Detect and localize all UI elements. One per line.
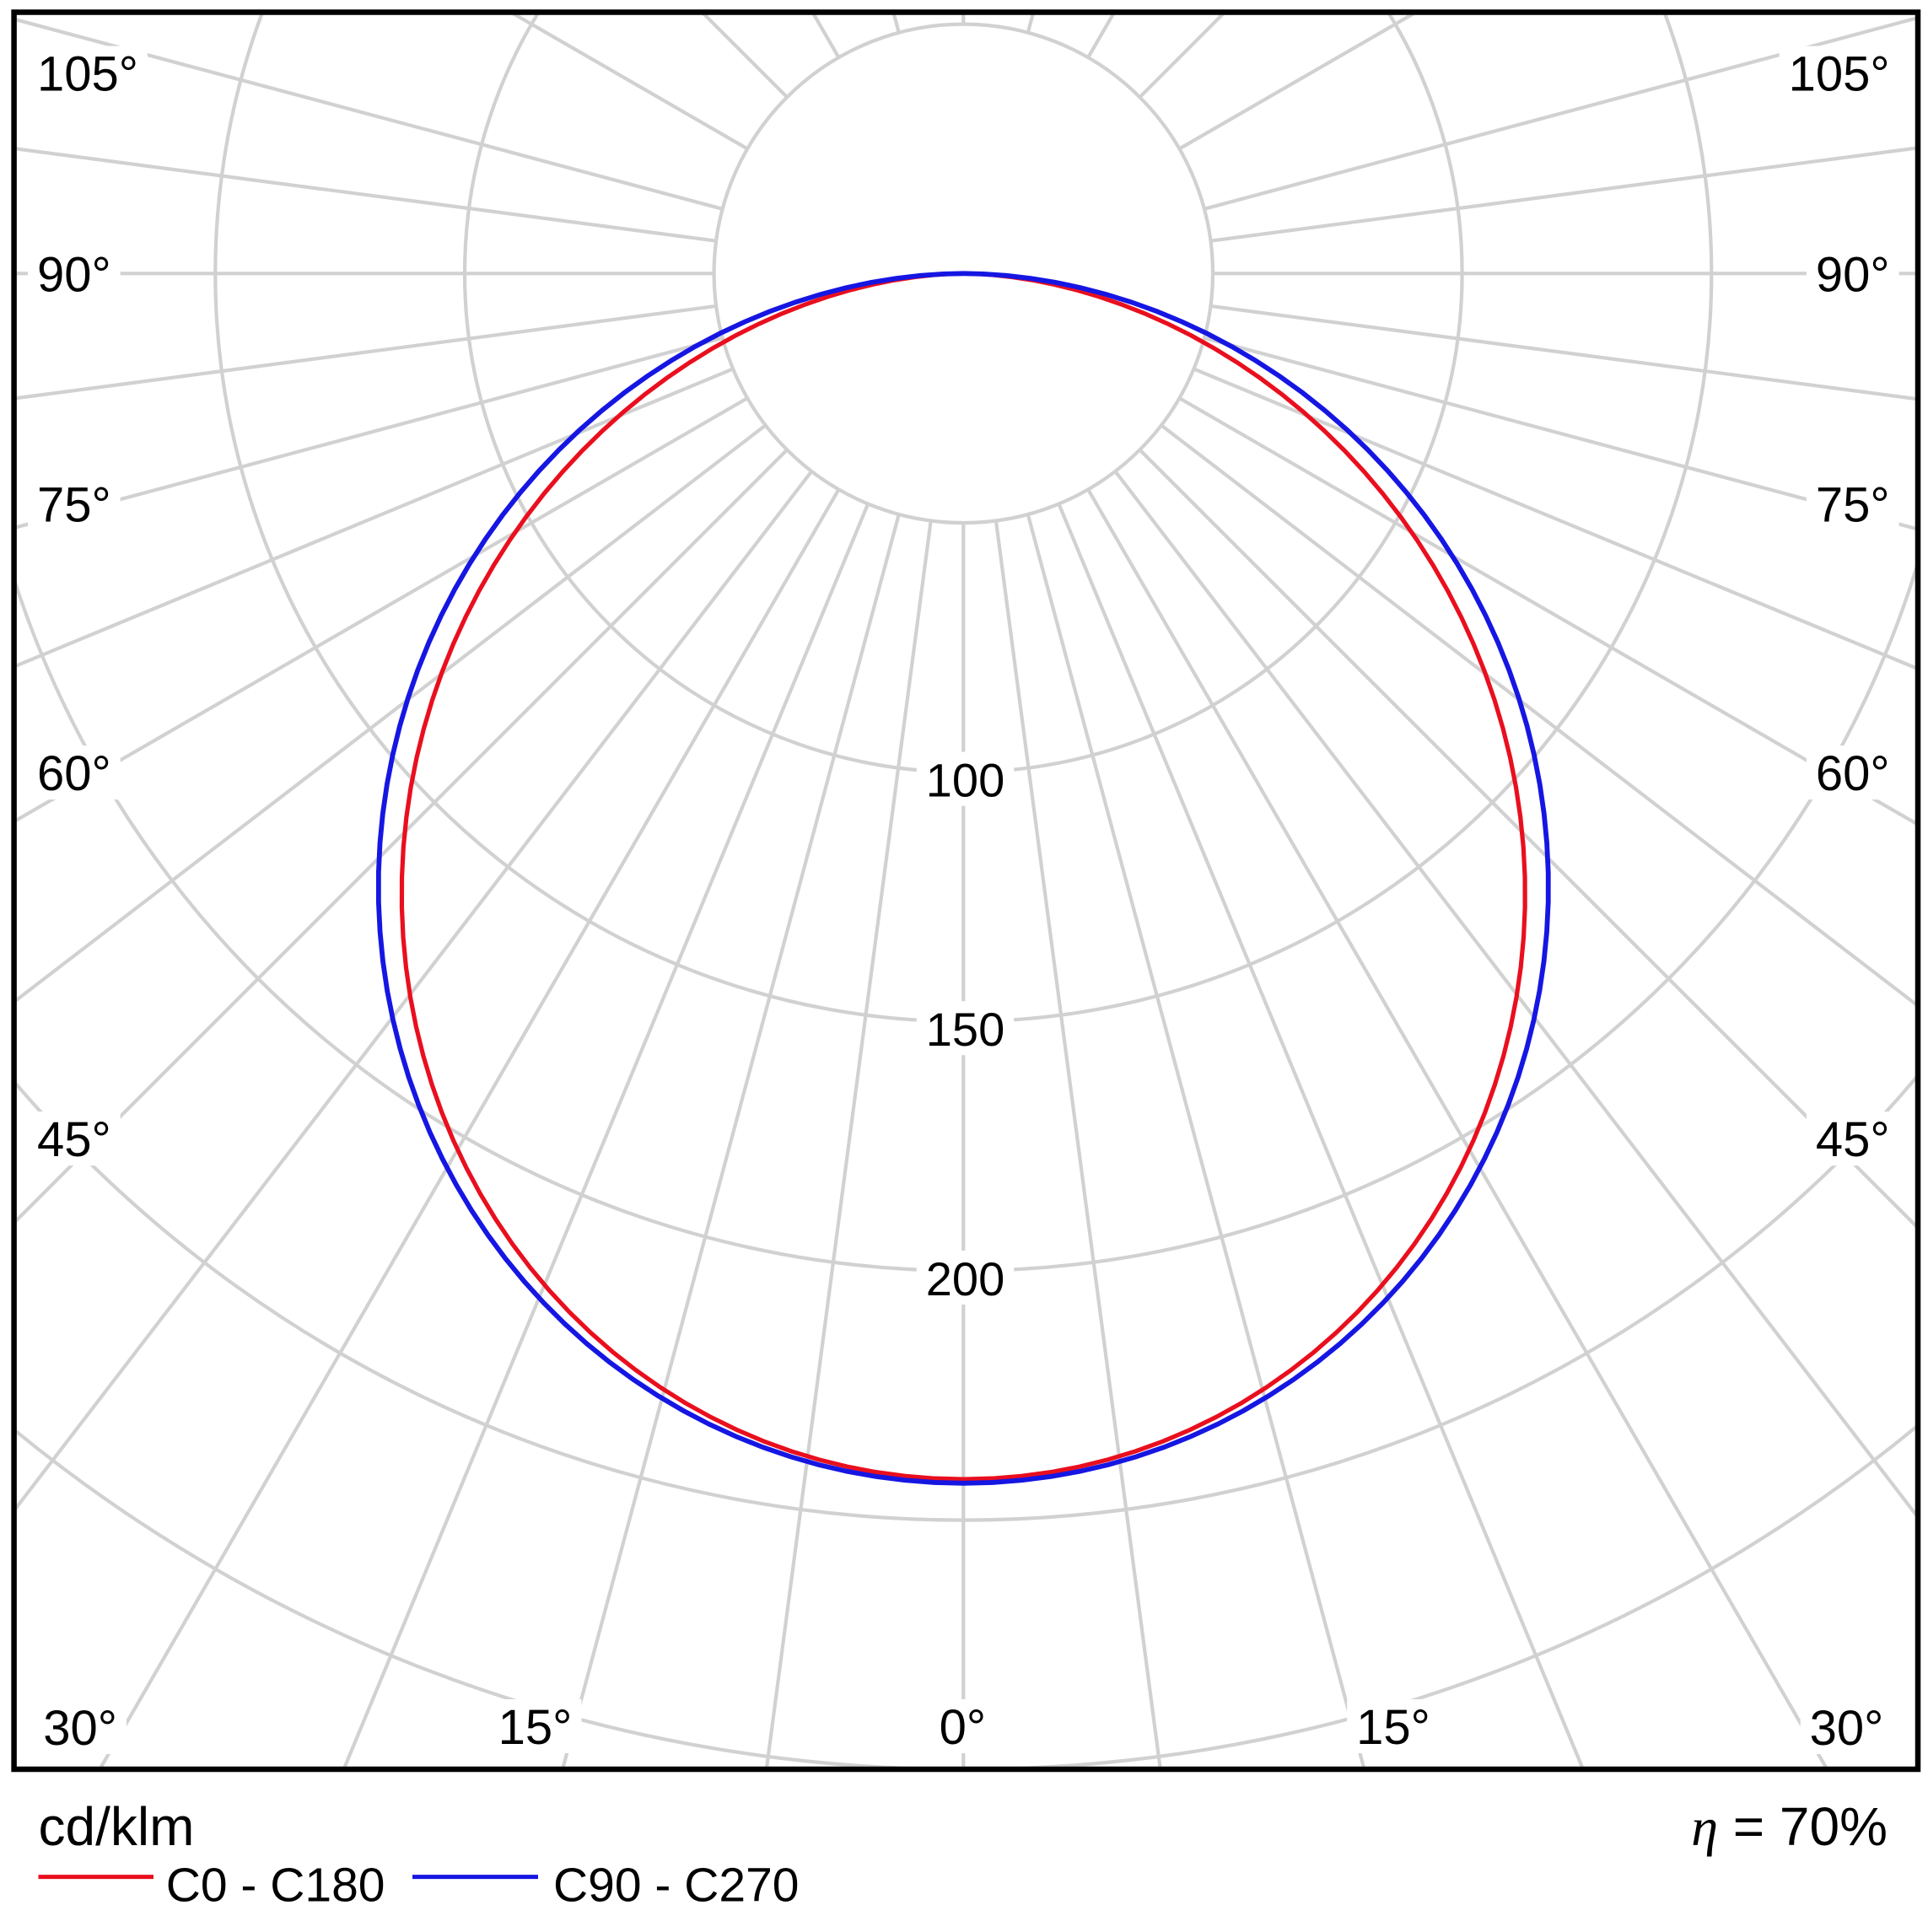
svg-text:105°: 105° <box>1789 47 1890 102</box>
svg-text:C90 - C270: C90 - C270 <box>553 1859 800 1913</box>
svg-text:30°: 30° <box>1810 1701 1884 1756</box>
svg-text:45°: 45° <box>37 1112 111 1167</box>
svg-text:200: 200 <box>926 1252 1004 1305</box>
svg-text:0°: 0° <box>940 1700 986 1755</box>
svg-text:60°: 60° <box>37 746 111 801</box>
svg-text:η = 70%: η = 70% <box>1691 1796 1888 1857</box>
svg-text:105°: 105° <box>37 47 138 102</box>
svg-text:15°: 15° <box>1356 1700 1430 1755</box>
svg-text:C0 - C180: C0 - C180 <box>166 1859 385 1913</box>
svg-text:30°: 30° <box>43 1701 117 1756</box>
svg-text:100: 100 <box>926 754 1004 807</box>
svg-text:90°: 90° <box>1816 248 1890 303</box>
svg-text:75°: 75° <box>37 477 111 532</box>
svg-text:cd/klm: cd/klm <box>39 1796 195 1857</box>
svg-text:150: 150 <box>926 1003 1004 1056</box>
svg-text:75°: 75° <box>1816 477 1890 532</box>
svg-text:60°: 60° <box>1816 746 1890 801</box>
svg-text:45°: 45° <box>1816 1112 1890 1167</box>
svg-text:15°: 15° <box>498 1700 573 1755</box>
svg-text:90°: 90° <box>37 248 111 303</box>
